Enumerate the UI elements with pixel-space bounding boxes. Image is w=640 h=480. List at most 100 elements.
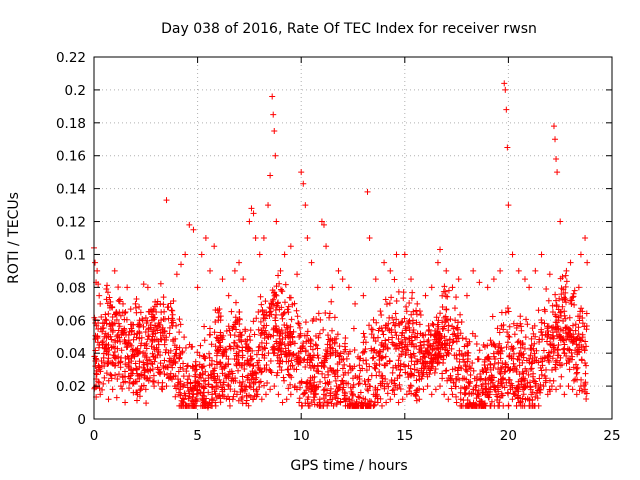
data-point [515,392,522,399]
data-point [262,298,269,305]
data-point [566,355,573,362]
data-point [270,111,277,118]
data-point [388,294,395,301]
data-point [155,366,162,373]
data-point [433,340,440,347]
data-point [259,351,266,358]
data-point [164,304,171,311]
data-point [497,348,504,355]
data-point [302,202,309,209]
data-point [485,380,492,387]
data-point [412,392,419,399]
data-point [382,376,389,383]
data-point [176,402,183,409]
data-point [269,344,276,351]
data-point [546,271,553,278]
data-point [464,368,471,375]
data-point [209,384,216,391]
data-point [449,391,456,398]
data-point [478,402,485,409]
data-point [401,251,408,258]
data-point [484,284,491,291]
data-point [286,294,293,301]
data-point [422,348,429,355]
data-point [422,292,429,299]
data-point [352,300,359,307]
data-point [457,311,464,318]
data-point [505,202,512,209]
data-point [213,361,220,368]
data-point [552,311,559,318]
data-point [107,323,114,330]
data-point [360,348,367,355]
x-tick-label: 0 [90,428,99,444]
data-point [347,363,354,370]
data-point [336,343,343,350]
data-point [155,348,162,355]
data-point [274,369,281,376]
data-point [428,284,435,291]
data-point [326,379,333,386]
data-point [315,310,322,317]
data-point [462,385,469,392]
data-point [452,317,459,324]
data-point [202,377,209,384]
data-point [514,384,521,391]
data-point [92,259,99,266]
x-tick-label: 25 [603,428,620,444]
data-point [118,347,125,354]
data-point [311,394,318,401]
data-point [360,339,367,346]
data-point [398,344,405,351]
data-point [509,346,516,353]
data-point [505,402,512,409]
data-point [194,349,201,356]
data-point [377,395,384,402]
data-point [478,375,485,382]
data-point [550,123,557,130]
data-point [197,342,204,349]
data-point [451,305,458,312]
data-point [249,396,256,403]
data-point [401,343,408,350]
data-point [506,323,513,330]
data-point [448,385,455,392]
data-point [553,156,560,163]
data-point [287,243,294,250]
data-point [116,296,123,303]
data-point [477,370,484,377]
data-point [202,235,209,241]
data-point [200,378,207,385]
data-point [261,335,268,342]
data-point [566,314,573,321]
data-point [578,305,585,312]
data-point [107,371,114,378]
data-point [553,319,560,326]
data-point [439,304,446,311]
data-point [288,357,295,364]
data-point [184,376,191,383]
data-point [166,330,173,337]
data-point [561,312,568,319]
data-point [431,327,438,334]
data-point [393,297,400,304]
data-point [443,267,450,274]
data-point [226,343,233,350]
data-point [296,334,303,341]
data-point [102,311,109,318]
data-point [178,261,185,268]
data-point [233,318,240,325]
data-point [219,276,226,283]
data-point [200,397,207,404]
data-point [327,390,334,397]
data-point [150,306,157,313]
data-point [407,382,414,389]
data-point [170,373,177,380]
data-point [558,373,565,380]
data-point [166,355,173,362]
data-point [305,337,312,344]
data-point [217,317,224,324]
data-point [141,361,148,368]
data-point [402,351,409,358]
data-point [349,384,356,391]
